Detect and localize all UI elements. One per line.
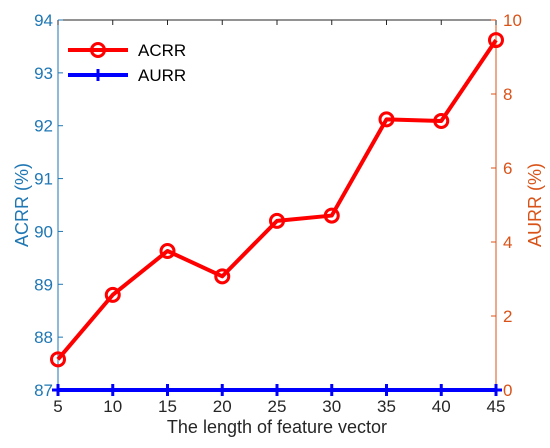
y-left-tick-label: 89 <box>34 275 53 294</box>
y-left-tick-label: 87 <box>34 381 53 400</box>
legend-acrr-label: ACRR <box>138 41 186 60</box>
y-left-tick-label: 92 <box>34 117 53 136</box>
aurr-point <box>271 384 283 396</box>
y-left-tick-label: 90 <box>34 222 53 241</box>
acrr-line <box>56 38 498 361</box>
acrr-point <box>269 212 285 229</box>
acrr-point <box>159 242 176 259</box>
acrr-point <box>433 112 450 129</box>
y-left-tick-label: 93 <box>34 64 53 83</box>
x-tick-label: 35 <box>377 397 396 416</box>
legend-aurr-label: AURR <box>138 66 186 85</box>
aurr-point <box>325 384 338 396</box>
aurr-point <box>435 384 448 396</box>
y-right-tick-label: 8 <box>503 85 512 104</box>
aurr-point <box>490 384 502 396</box>
acrr-point <box>214 268 231 285</box>
x-tick-label: 25 <box>268 397 287 416</box>
acrr-point <box>378 111 395 128</box>
acrr-point <box>488 32 504 49</box>
x-tick-label: 15 <box>158 397 177 416</box>
aurr-point <box>216 384 229 396</box>
plot-area <box>58 20 496 390</box>
x-tick-label: 5 <box>53 397 62 416</box>
legend-acrr-marker <box>90 42 106 58</box>
y-axis-left-label: ACRR (%) <box>12 163 32 247</box>
acrr-point <box>323 207 340 224</box>
y-right-tick-label: 4 <box>503 233 512 252</box>
series-layer <box>50 32 504 396</box>
x-tick-label: 30 <box>322 397 341 416</box>
acrr-point <box>50 351 66 368</box>
aurr-point <box>52 384 64 396</box>
y-right-tick-label: 10 <box>503 11 522 30</box>
aurr-point <box>380 384 393 396</box>
x-tick-label: 10 <box>103 397 122 416</box>
aurr-point <box>106 384 119 396</box>
y-left-tick-label: 94 <box>34 11 53 30</box>
y-axis-right-label: AURR (%) <box>525 163 545 247</box>
y-right-tick-label: 2 <box>503 307 512 326</box>
x-axis-label: The length of feature vector <box>167 417 387 437</box>
x-tick-label: 20 <box>213 397 232 416</box>
x-tick-label: 40 <box>432 397 451 416</box>
acrr-point <box>104 286 121 303</box>
x-tick-label: 45 <box>487 397 506 416</box>
legend: ACRR AURR <box>68 41 186 85</box>
y-left-tick-label: 91 <box>34 170 53 189</box>
y-left-tick-label: 88 <box>34 328 53 347</box>
aurr-point <box>161 384 174 396</box>
y-right-tick-label: 0 <box>503 381 512 400</box>
y-right-tick-label: 6 <box>503 159 512 178</box>
